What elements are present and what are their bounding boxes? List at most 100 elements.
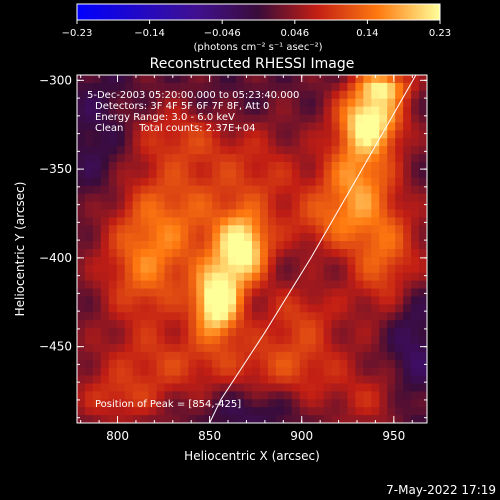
heatmap-cell [259,399,269,408]
heatmap-cell [116,264,126,274]
heatmap-cell [323,256,333,266]
heatmap-cell [259,328,269,337]
heatmap-cell [100,351,110,361]
heatmap-cell [132,90,142,100]
heatmap-cell [108,256,118,266]
heatmap-cell [283,241,293,250]
heatmap-cell [124,217,134,226]
heatmap-cell [291,272,301,282]
heatmap-cell [283,320,293,329]
heatmap-cell [180,343,189,353]
heatmap-cell [299,114,309,124]
heatmap-cell [371,343,380,353]
heatmap-cell [411,312,420,321]
heatmap-cell [291,383,301,392]
heatmap-cell [236,75,245,84]
heatmap-cell [236,328,245,337]
heatmap-cell [395,114,404,124]
colorbar-tick-label: −0.23 [62,28,93,39]
heatmap-cell [92,351,102,361]
heatmap-cell [283,209,293,218]
heatmap-cell [156,280,166,290]
heatmap-cell [339,328,349,337]
heatmap-cell [315,146,325,155]
heatmap-cell [403,375,412,385]
heatmap-cell [267,130,277,139]
heatmap-cell [116,272,126,282]
solar-limb-line [209,75,417,423]
heatmap-cell [371,177,380,187]
heatmap-cell [307,138,317,147]
heatmap-cell [347,209,356,218]
heatmap-cell [156,75,166,84]
heatmap-cell [84,169,94,179]
heatmap-cell [124,328,134,337]
heatmap-cell [331,415,341,423]
heatmap-cell [315,98,325,108]
heatmap-cell [77,201,86,211]
heatmap-cell [323,312,333,321]
heatmap-cell [236,122,245,131]
heatmap-cell [315,264,325,274]
heatmap-cell [283,280,293,290]
heatmap-cell [196,351,205,361]
heatmap-cell [172,225,181,234]
heatmap-cell [124,241,134,250]
heatmap-cell [116,82,126,92]
heatmap-cell [148,82,158,92]
heatmap-cell [236,288,245,298]
heatmap-cell [244,296,253,305]
heatmap-cell [259,75,269,84]
heatmap-cell [387,336,396,345]
heatmap-cell [315,328,325,337]
heatmap-cell [164,399,174,408]
heatmap-cell [299,75,309,84]
heatmap-cell [291,296,301,305]
heatmap-cell [77,98,86,108]
heatmap-cell [196,122,205,131]
heatmap-cell [132,304,142,313]
heatmap-cell [92,264,102,274]
heatmap-cell [132,75,142,84]
heatmap-cell [196,328,205,337]
heatmap-cell [283,98,293,108]
heatmap-cell [331,407,341,416]
heatmap-cell [371,122,380,131]
heatmap-cell [132,98,142,108]
heatmap-cell [419,343,427,353]
colorbar-tick-label: 0.14 [356,28,378,39]
heatmap-cell [395,154,404,163]
heatmap-cell [132,146,142,155]
heatmap-cell [220,177,229,187]
heatmap-cell [355,375,364,385]
heatmap-cell [379,122,388,131]
heatmap-cell [403,122,412,131]
heatmap-cell [307,320,317,329]
heatmap-cell [196,162,205,171]
heatmap-cell [196,177,205,187]
heatmap-cell [331,256,341,266]
heatmap-cell [196,185,205,195]
heatmap-cell [411,138,420,147]
heatmap-cell [267,249,277,258]
heatmap-cell [220,367,229,377]
heatmap-cell [204,328,213,337]
heatmap-cell [84,249,94,258]
heatmap-cell [244,106,253,116]
heatmap-cell [100,162,110,171]
heatmap-cell [259,367,269,377]
heatmap-cell [387,415,396,423]
heatmap-cell [212,359,221,369]
heatmap-cell [283,154,293,163]
heatmap-cell [228,312,237,321]
heatmap-cell [355,193,364,203]
heatmap-cell [259,336,269,345]
heatmap-cell [84,304,94,313]
heatmap-cell [347,114,356,124]
heatmap-cell [403,249,412,258]
heatmap-cell [188,399,197,408]
heatmap-cell [124,201,134,211]
heatmap-cell [331,90,341,100]
heatmap-cell [116,256,126,266]
heatmap-cell [228,264,237,274]
